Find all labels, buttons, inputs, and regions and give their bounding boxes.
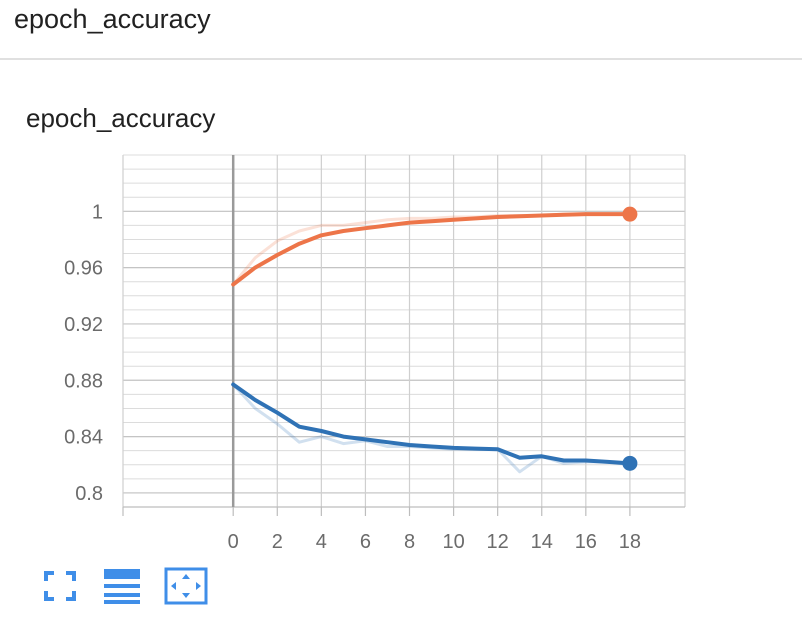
fullscreen-icon <box>44 571 76 601</box>
y-tick-label: 0.88 <box>64 370 103 392</box>
x-tick-label: 6 <box>360 531 371 553</box>
series-1-line <box>231 382 632 466</box>
y-tick-label: 1 <box>92 201 103 223</box>
x-tick-label: 14 <box>531 531 553 553</box>
card-title: epoch_accuracy <box>26 103 216 133</box>
y-tick-label: 0.96 <box>64 258 103 280</box>
series-0-end-point <box>622 206 638 222</box>
x-tick-label: 2 <box>272 531 283 553</box>
section-title: epoch_accuracy <box>14 4 211 34</box>
x-tick-label: 10 <box>442 531 464 553</box>
toggle-data-table-button[interactable] <box>102 567 142 605</box>
fullscreen-button[interactable] <box>40 567 80 605</box>
accuracy-chart[interactable]: 0 2 4 6 8 10 12 14 16 18 0.8 0.84 0.88 0.92 0.96 1 <box>0 0 802 560</box>
x-tick-label: 18 <box>619 531 641 553</box>
y-tick-label: 0.8 <box>75 483 103 505</box>
x-tick-label: 8 <box>404 531 415 553</box>
fit-domain-button[interactable] <box>164 567 208 605</box>
x-tick-label: 0 <box>228 531 239 553</box>
x-tick-label: 12 <box>487 531 509 553</box>
x-tick-label: 4 <box>316 531 327 553</box>
series-0-line <box>231 212 632 287</box>
y-tick-label: 0.84 <box>64 427 103 449</box>
data-table-icon <box>104 569 140 604</box>
x-tick-label: 16 <box>575 531 597 553</box>
fit-domain-icon <box>164 567 208 605</box>
series-1-end-point <box>622 455 638 471</box>
y-tick-label: 0.92 <box>64 314 103 336</box>
section-header: epoch_accuracy <box>0 0 802 60</box>
